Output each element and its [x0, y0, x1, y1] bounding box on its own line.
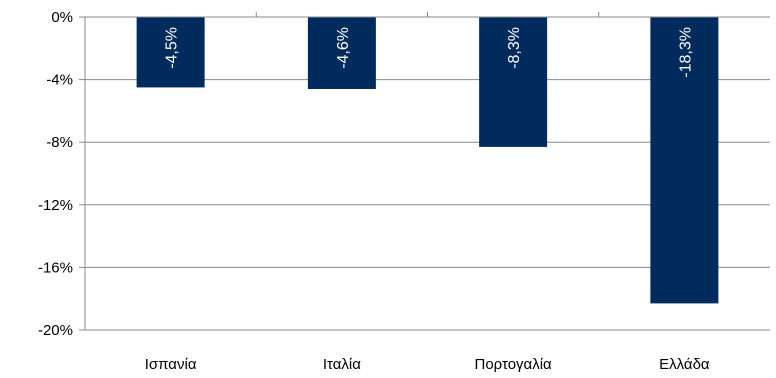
- y-tick-label: -20%: [38, 322, 73, 339]
- axes-layer: [79, 12, 770, 331]
- data-label: -4,5%: [164, 27, 181, 69]
- bar: [307, 17, 376, 89]
- data-label: -4,6%: [335, 27, 352, 69]
- y-tick-label: -4%: [46, 72, 73, 89]
- labels-layer: 0% -4% -8% -12% -16% -20% -4,5% Ισπανία -4,6% Ιτα…: [38, 9, 710, 373]
- y-tick-label: -16%: [38, 259, 73, 276]
- data-label: -18,3%: [677, 27, 694, 78]
- x-category-label: Ελλάδα: [659, 356, 710, 373]
- y-tick-label: -12%: [38, 197, 73, 214]
- y-tick-label: -8%: [46, 134, 73, 151]
- bar: [479, 17, 548, 147]
- bars-layer: [136, 17, 719, 304]
- x-category-label: Ιταλία: [323, 356, 361, 373]
- bar: [650, 17, 719, 304]
- y-tick-label: 0%: [51, 9, 73, 26]
- data-label: -8,3%: [506, 27, 523, 69]
- x-category-label: Πορτογαλία: [475, 356, 553, 373]
- bar: [136, 17, 205, 88]
- x-category-label: Ισπανία: [145, 356, 197, 373]
